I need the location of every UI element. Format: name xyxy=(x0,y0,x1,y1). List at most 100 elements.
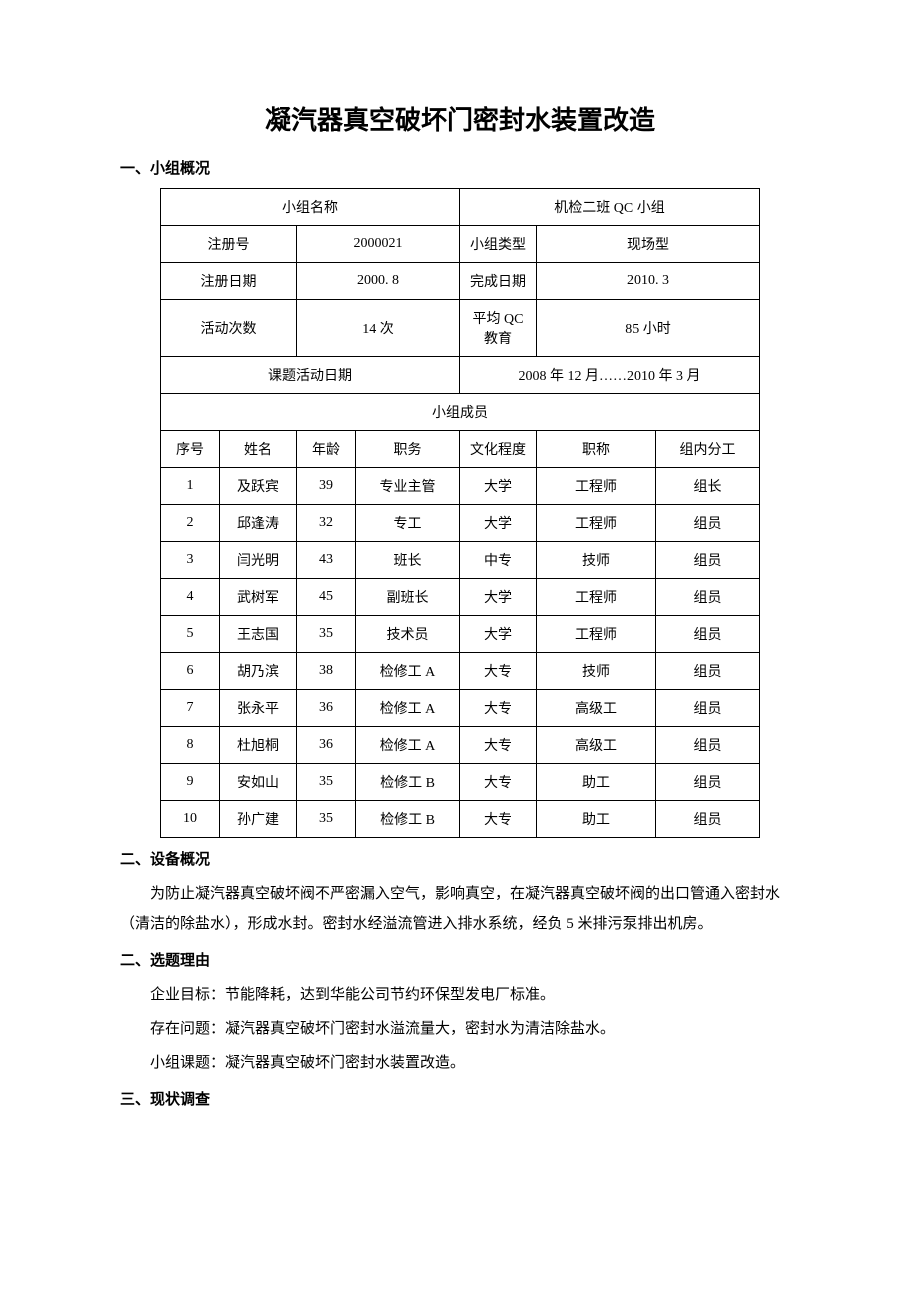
table-cell: 检修工 B xyxy=(356,764,460,801)
table-row: 10孙广建35检修工 B大专助工组员 xyxy=(161,801,760,838)
table-cell: 大专 xyxy=(460,764,537,801)
table-cell: 组长 xyxy=(656,468,760,505)
table-row: 9安如山35检修工 B大专助工组员 xyxy=(161,764,760,801)
table-cell: 组员 xyxy=(656,764,760,801)
table-cell: 43 xyxy=(297,542,356,579)
table-row: 5王志国35技术员大学工程师组员 xyxy=(161,616,760,653)
label-qc-edu: 平均 QC 教育 xyxy=(460,300,537,357)
label-reg-no: 注册号 xyxy=(161,226,297,263)
value-qc-edu: 85 小时 xyxy=(537,300,760,357)
value-complete-date: 2010. 3 xyxy=(537,263,760,300)
table-cell: 8 xyxy=(161,727,220,764)
reason-line-2: 存在问题：凝汽器真空破坏门密封水溢流量大，密封水为清洁除盐水。 xyxy=(120,1014,800,1044)
table-cell: 工程师 xyxy=(537,579,656,616)
table-cell: 7 xyxy=(161,690,220,727)
section-heading-1: 一、小组概况 xyxy=(120,157,800,178)
table-cell: 高级工 xyxy=(537,690,656,727)
value-activity-period: 2008 年 12 月……2010 年 3 月 xyxy=(460,357,760,394)
table-cell: 王志国 xyxy=(220,616,297,653)
table-cell: 组员 xyxy=(656,690,760,727)
table-cell: 专业主管 xyxy=(356,468,460,505)
table-cell: 2 xyxy=(161,505,220,542)
table-cell: 36 xyxy=(297,727,356,764)
table-row: 4武树军45副班长大学工程师组员 xyxy=(161,579,760,616)
label-activity-period: 课题活动日期 xyxy=(161,357,460,394)
section-heading-2: 二、设备概况 xyxy=(120,848,800,869)
table-cell: 及跃宾 xyxy=(220,468,297,505)
table-cell: 大学 xyxy=(460,616,537,653)
table-cell: 孙广建 xyxy=(220,801,297,838)
reason-line-3: 小组课题：凝汽器真空破坏门密封水装置改造。 xyxy=(120,1048,800,1078)
table-cell: 工程师 xyxy=(537,468,656,505)
table-cell: 技师 xyxy=(537,653,656,690)
table-cell: 大专 xyxy=(460,653,537,690)
table-cell: 高级工 xyxy=(537,727,656,764)
table-cell: 检修工 A xyxy=(356,653,460,690)
table-cell: 技师 xyxy=(537,542,656,579)
table-cell: 检修工 B xyxy=(356,801,460,838)
table-cell: 助工 xyxy=(537,801,656,838)
reason-line-1: 企业目标：节能降耗，达到华能公司节约环保型发电厂标准。 xyxy=(120,980,800,1010)
table-cell: 45 xyxy=(297,579,356,616)
table-cell: 检修工 A xyxy=(356,727,460,764)
table-row: 7张永平36检修工 A大专高级工组员 xyxy=(161,690,760,727)
table-cell: 中专 xyxy=(460,542,537,579)
table-cell: 38 xyxy=(297,653,356,690)
table-cell: 张永平 xyxy=(220,690,297,727)
table-cell: 邱逢涛 xyxy=(220,505,297,542)
table-cell: 36 xyxy=(297,690,356,727)
label-complete-date: 完成日期 xyxy=(460,263,537,300)
value-reg-no: 2000021 xyxy=(297,226,460,263)
table-cell: 大学 xyxy=(460,505,537,542)
table-cell: 组员 xyxy=(656,616,760,653)
table-cell: 安如山 xyxy=(220,764,297,801)
table-cell: 组员 xyxy=(656,542,760,579)
table-cell: 35 xyxy=(297,616,356,653)
table-cell: 组员 xyxy=(656,727,760,764)
value-reg-date: 2000. 8 xyxy=(297,263,460,300)
table-cell: 6 xyxy=(161,653,220,690)
table-cell: 大学 xyxy=(460,468,537,505)
section-heading-4: 三、现状调查 xyxy=(120,1088,800,1109)
table-cell: 技术员 xyxy=(356,616,460,653)
table-cell: 检修工 A xyxy=(356,690,460,727)
table-cell: 3 xyxy=(161,542,220,579)
col-role: 组内分工 xyxy=(656,431,760,468)
table-cell: 35 xyxy=(297,801,356,838)
col-job: 职务 xyxy=(356,431,460,468)
table-cell: 9 xyxy=(161,764,220,801)
table-row: 2邱逢涛32专工大学工程师组员 xyxy=(161,505,760,542)
table-cell: 1 xyxy=(161,468,220,505)
table-cell: 专工 xyxy=(356,505,460,542)
table-cell: 大专 xyxy=(460,690,537,727)
table-cell: 组员 xyxy=(656,801,760,838)
table-cell: 组员 xyxy=(656,505,760,542)
value-team-name: 机检二班 QC 小组 xyxy=(460,189,760,226)
col-edu: 文化程度 xyxy=(460,431,537,468)
col-seq: 序号 xyxy=(161,431,220,468)
label-reg-date: 注册日期 xyxy=(161,263,297,300)
table-cell: 班长 xyxy=(356,542,460,579)
table-cell: 10 xyxy=(161,801,220,838)
equipment-overview-text: 为防止凝汽器真空破坏阀不严密漏入空气，影响真空，在凝汽器真空破坏阀的出口管通入密… xyxy=(120,879,800,939)
table-row: 6胡乃滨38检修工 A大专技师组员 xyxy=(161,653,760,690)
table-cell: 4 xyxy=(161,579,220,616)
table-cell: 副班长 xyxy=(356,579,460,616)
value-activity-count: 14 次 xyxy=(297,300,460,357)
table-row: 8杜旭桐36检修工 A大专高级工组员 xyxy=(161,727,760,764)
table-cell: 5 xyxy=(161,616,220,653)
value-team-type: 现场型 xyxy=(537,226,760,263)
table-cell: 组员 xyxy=(656,579,760,616)
table-cell: 大专 xyxy=(460,801,537,838)
table-cell: 大学 xyxy=(460,579,537,616)
table-cell: 胡乃滨 xyxy=(220,653,297,690)
col-name: 姓名 xyxy=(220,431,297,468)
team-info-table: 小组名称 机检二班 QC 小组 注册号 2000021 小组类型 现场型 注册日… xyxy=(160,188,760,838)
table-row: 3闫光明43班长中专技师组员 xyxy=(161,542,760,579)
table-cell: 闫光明 xyxy=(220,542,297,579)
col-title: 职称 xyxy=(537,431,656,468)
table-cell: 组员 xyxy=(656,653,760,690)
table-cell: 32 xyxy=(297,505,356,542)
table-cell: 工程师 xyxy=(537,616,656,653)
table-cell: 39 xyxy=(297,468,356,505)
